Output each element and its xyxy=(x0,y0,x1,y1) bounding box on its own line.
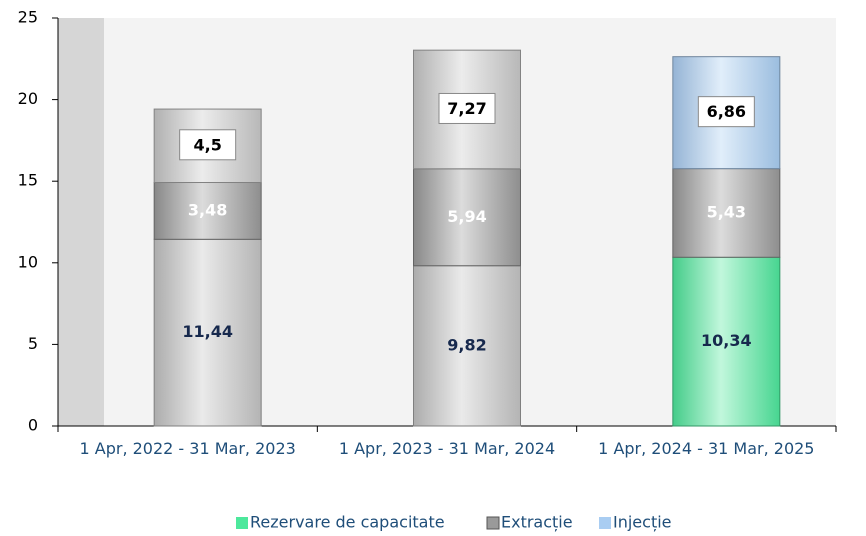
legend-label: Extracție xyxy=(501,513,573,532)
bar-segment xyxy=(153,182,262,240)
data-label: 7,27 xyxy=(447,99,486,118)
legend-label: Rezervare de capacitate xyxy=(250,513,445,532)
bar-segment xyxy=(672,256,781,427)
x-tick-label: 1 Apr, 2023 - 31 Mar, 2024 xyxy=(338,439,556,458)
legend-swatch xyxy=(486,516,500,530)
data-label: 10,34 xyxy=(701,331,752,350)
y-tick-label: 0 xyxy=(28,416,38,435)
data-label: 5,43 xyxy=(707,202,746,221)
label-box xyxy=(697,96,755,128)
x-tick-label: 1 Apr, 2022 - 31 Mar, 2023 xyxy=(79,439,296,458)
y-tick-label: 25 xyxy=(18,8,38,27)
legend-swatch xyxy=(236,517,248,529)
y-tick-label: 5 xyxy=(28,334,38,353)
bar-segment xyxy=(672,168,781,258)
y-tick-label: 20 xyxy=(18,89,38,108)
legend-label: Injecție xyxy=(613,513,672,532)
label-box xyxy=(179,129,237,161)
data-label: 5,94 xyxy=(447,207,486,226)
bar-segment xyxy=(413,265,521,427)
data-label: 4,5 xyxy=(193,135,221,154)
y-tick-label: 15 xyxy=(18,171,38,190)
data-label: 11,44 xyxy=(182,322,233,341)
data-label: 6,86 xyxy=(707,102,746,121)
side-wall xyxy=(58,18,104,426)
label-box xyxy=(438,92,496,124)
data-label: 9,82 xyxy=(447,335,486,354)
y-tick-label: 10 xyxy=(18,252,38,271)
data-label: 3,48 xyxy=(188,200,227,219)
bar-segment xyxy=(153,238,262,427)
legend-swatch xyxy=(599,517,611,529)
bar-segment xyxy=(413,168,521,267)
x-tick-label: 1 Apr, 2024 - 31 Mar, 2025 xyxy=(598,439,815,458)
